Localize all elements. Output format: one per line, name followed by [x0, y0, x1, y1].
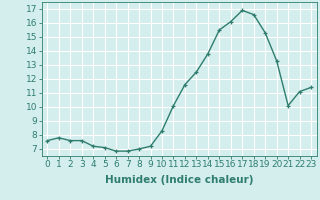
X-axis label: Humidex (Indice chaleur): Humidex (Indice chaleur): [105, 175, 253, 185]
